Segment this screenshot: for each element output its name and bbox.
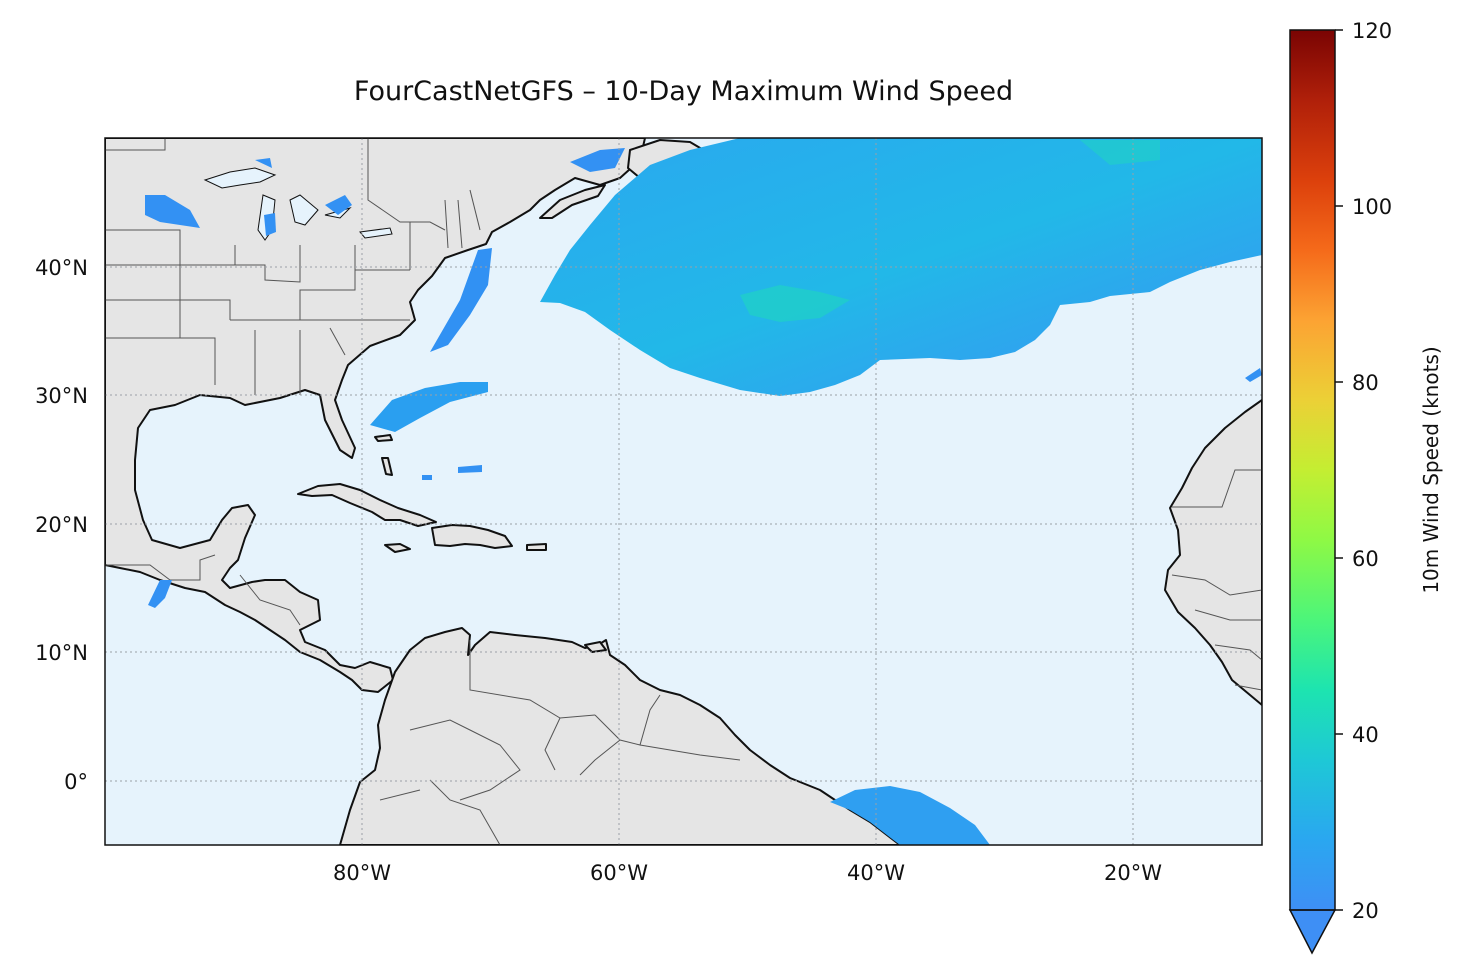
nova-scotia: [539, 184, 606, 219]
x-tick-label: 80°W: [333, 861, 391, 885]
land: [105, 138, 1262, 845]
wind-area: [325, 195, 352, 215]
y-tick-label: 40°N: [35, 256, 88, 280]
wind-area: [148, 580, 172, 608]
puerto-rico: [526, 543, 547, 551]
y-tick-label: 30°N: [35, 384, 88, 408]
map-title: FourCastNetGFS – 10-Day Maximum Wind Spe…: [353, 76, 1014, 107]
colorbar-label: 10m Wind Speed (knots): [1419, 346, 1443, 593]
colorbar-tick-label: 120: [1352, 19, 1392, 43]
africa-landmass: [1164, 399, 1262, 706]
colorbar-tick-label: 80: [1352, 371, 1379, 395]
x-axis-ticks: 80°W 60°W 40°W 20°W: [333, 861, 1162, 885]
map-frame: [104, 137, 1263, 846]
wind-area: [430, 248, 492, 352]
south-america-landmass: [339, 627, 901, 845]
colorbar-extend-min: [1288, 909, 1337, 955]
x-tick-label: 40°W: [847, 861, 905, 885]
x-tick-label: 20°W: [1104, 861, 1162, 885]
map-area: [105, 138, 1262, 845]
bahamas: [374, 434, 393, 442]
wind-area-equatorial: [830, 786, 990, 845]
hispaniola: [431, 524, 513, 549]
y-axis-ticks: 40°N 30°N 20°N 10°N 0°: [35, 256, 88, 794]
wind-area: [1245, 368, 1262, 382]
wind-area: [145, 195, 200, 228]
wind-maximum: [740, 285, 850, 322]
x-tick-label: 60°W: [590, 861, 648, 885]
colorbar-frame: [1289, 29, 1336, 911]
colorbar-tick-label: 60: [1352, 547, 1379, 571]
wind-area: [570, 148, 625, 172]
political-borders: [105, 138, 1262, 845]
trinidad: [584, 641, 607, 653]
y-tick-label: 20°N: [35, 513, 88, 537]
north-america-landmass: [105, 138, 646, 693]
colorbar: 20 40 60 80 100 120 10m Wind Speed (knot…: [1288, 19, 1443, 955]
wind-maximum: [1080, 140, 1160, 165]
colorbar-tick-label: 20: [1352, 899, 1379, 923]
colorbar-tick-label: 40: [1352, 723, 1379, 747]
colorbar-tick-label: 100: [1352, 195, 1392, 219]
wind-area: [255, 158, 272, 168]
y-tick-label: 0°: [64, 770, 88, 794]
wind-area: [370, 382, 488, 432]
wind-area: [264, 213, 276, 236]
jamaica: [384, 543, 411, 553]
wind-area: [422, 475, 432, 480]
colorbar-tick-marks: [1335, 29, 1343, 911]
y-tick-label: 10°N: [35, 641, 88, 665]
bahamas: [381, 457, 393, 476]
colorbar-gradient: [1290, 30, 1335, 910]
wind-area: [458, 465, 482, 473]
